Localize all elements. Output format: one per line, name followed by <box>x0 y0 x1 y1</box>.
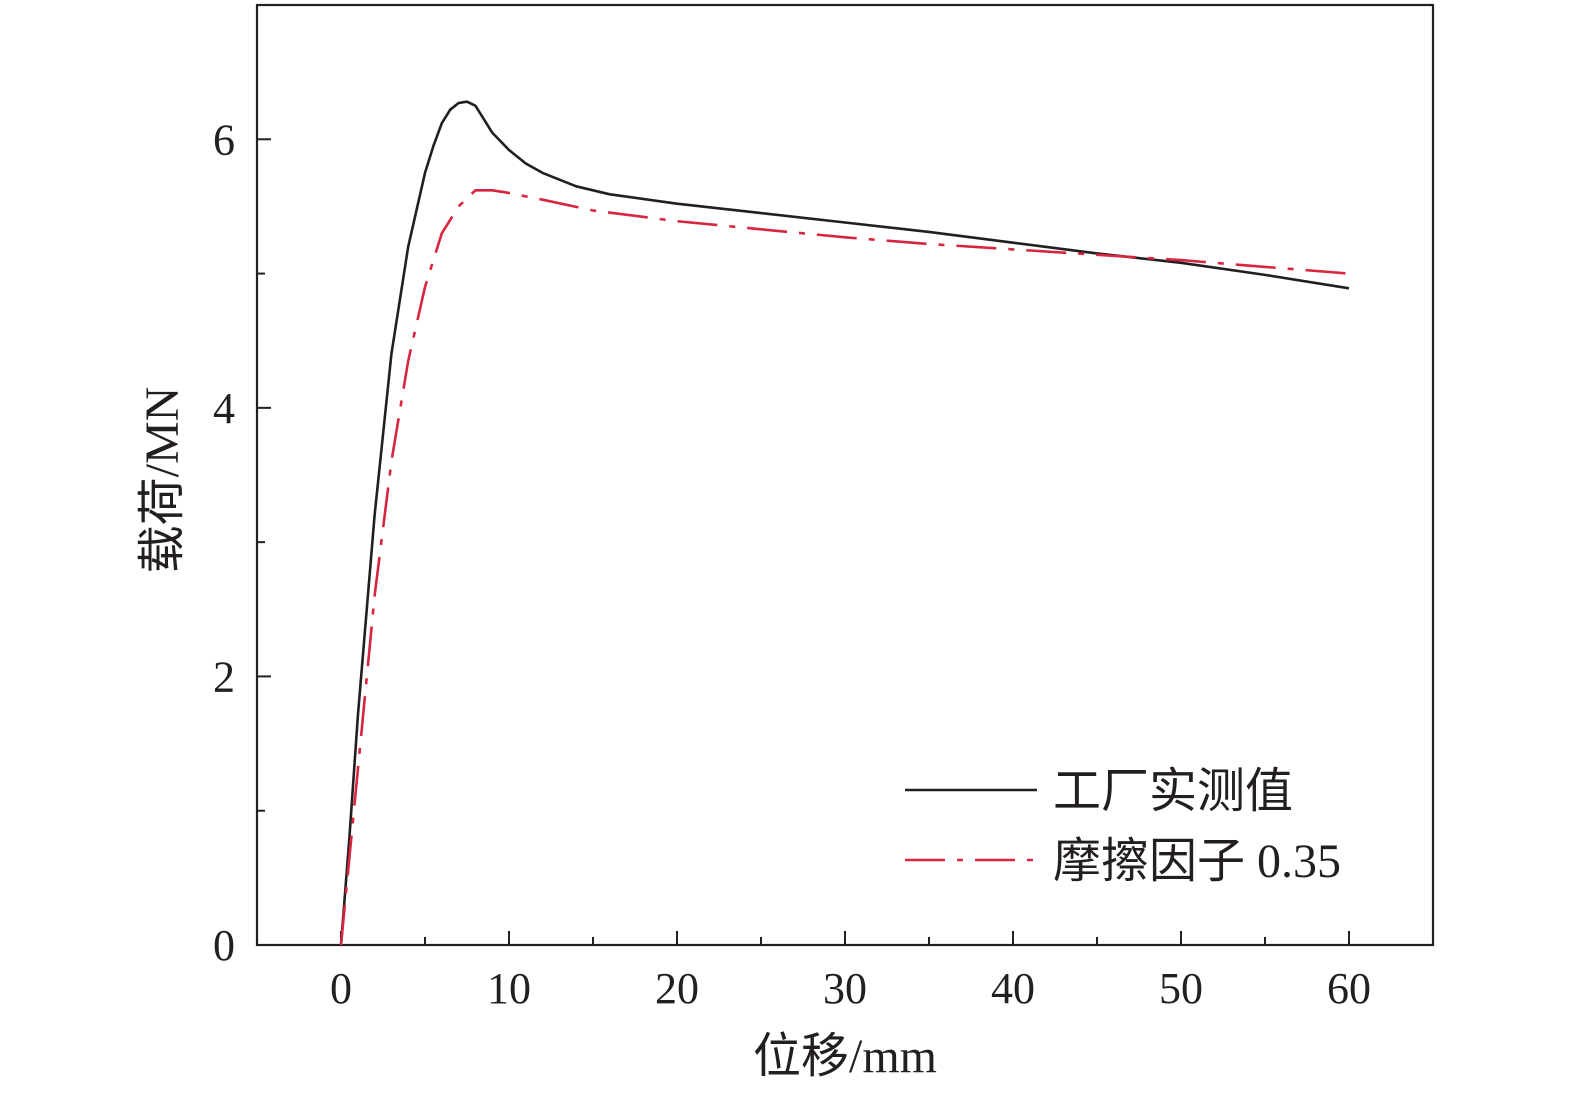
x-tick-label: 10 <box>487 964 531 1013</box>
x-tick-label: 60 <box>1327 964 1371 1013</box>
y-axis-title: 载荷/MN <box>136 387 189 574</box>
series-line-1 <box>339 100 1350 946</box>
x-axis-title: 位移/mm <box>753 1030 937 1083</box>
y-tick-label: 0 <box>213 921 235 970</box>
x-tick-label: 20 <box>655 964 699 1013</box>
y-tick-label: 2 <box>213 652 235 701</box>
legend-label-2: 摩擦因子 0.35 <box>1053 835 1341 888</box>
tick-labels: 0 10 20 30 40 50 60 0 2 4 6 <box>213 115 1371 1013</box>
x-tick-label: 30 <box>823 964 867 1013</box>
legend-label-1: 工厂实测值 <box>1053 765 1293 818</box>
y-tick-label: 6 <box>213 115 235 164</box>
series-layer <box>339 100 1350 946</box>
y-tick-label: 4 <box>213 384 235 433</box>
x-tick-label: 40 <box>991 964 1035 1013</box>
x-tick-label: 50 <box>1159 964 1203 1013</box>
axis-ticks <box>257 138 1350 946</box>
series-line-2 <box>339 189 1350 946</box>
x-tick-label: 0 <box>330 964 352 1013</box>
